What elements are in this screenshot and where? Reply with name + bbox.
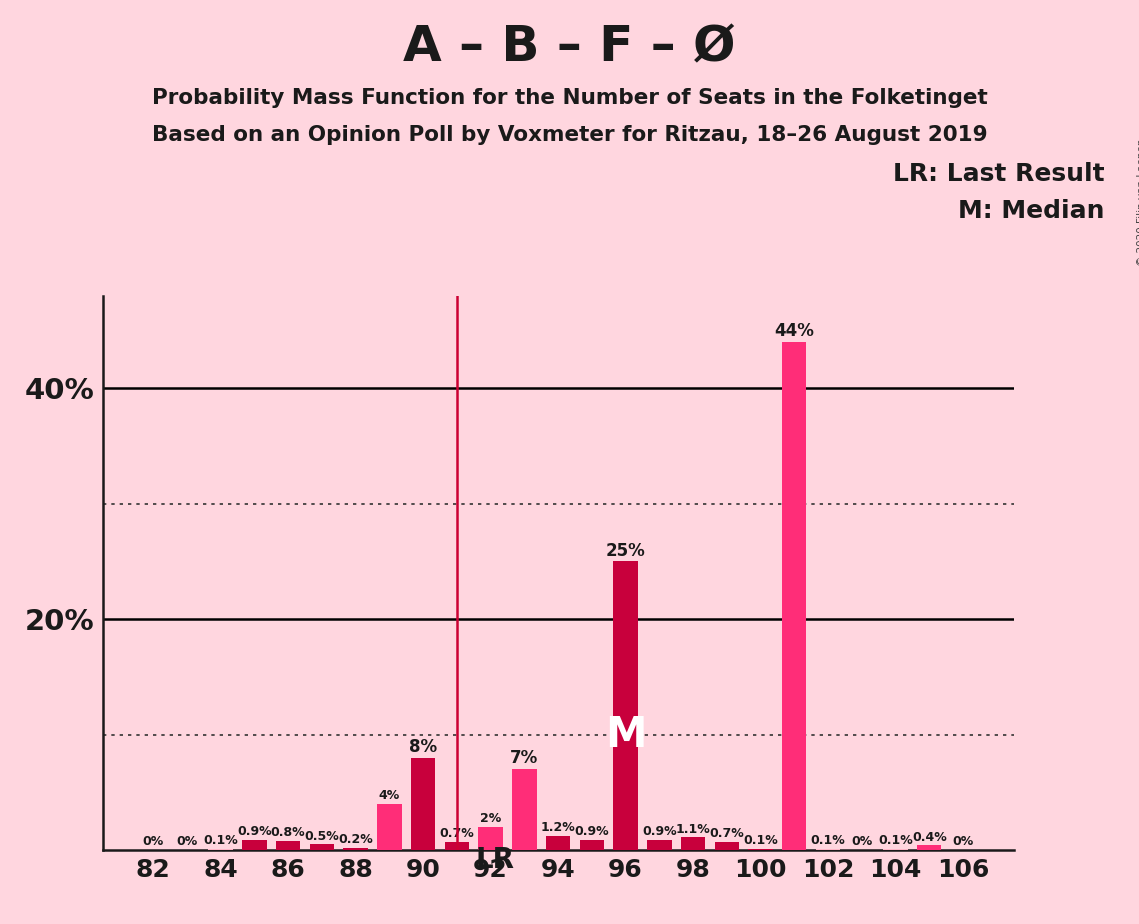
Bar <box>444 842 469 850</box>
Text: 4%: 4% <box>379 789 400 802</box>
Text: 0.2%: 0.2% <box>338 833 372 846</box>
Bar <box>276 841 301 850</box>
Bar <box>478 827 502 850</box>
Text: 0%: 0% <box>851 835 872 848</box>
Text: 0.1%: 0.1% <box>203 834 238 847</box>
Text: Based on an Opinion Poll by Voxmeter for Ritzau, 18–26 August 2019: Based on an Opinion Poll by Voxmeter for… <box>151 125 988 145</box>
Bar <box>546 836 571 850</box>
Text: LR: Last Result: LR: Last Result <box>893 162 1105 186</box>
Text: 0.4%: 0.4% <box>912 831 947 844</box>
Bar <box>917 845 942 850</box>
Bar <box>614 561 638 850</box>
Text: 0.8%: 0.8% <box>271 826 305 839</box>
Bar <box>884 849 908 850</box>
Text: 0.9%: 0.9% <box>574 825 609 838</box>
Bar <box>816 849 841 850</box>
Text: M: M <box>605 713 646 756</box>
Text: A – B – F – Ø: A – B – F – Ø <box>403 23 736 71</box>
Text: 0.9%: 0.9% <box>237 825 272 838</box>
Text: 0.5%: 0.5% <box>304 830 339 843</box>
Text: M: Median: M: Median <box>958 199 1105 223</box>
Text: 1.1%: 1.1% <box>675 822 711 835</box>
Bar <box>411 758 435 850</box>
Text: 0.1%: 0.1% <box>878 834 913 847</box>
Text: 0.9%: 0.9% <box>642 825 677 838</box>
Bar <box>310 845 334 850</box>
Text: 0%: 0% <box>177 835 197 848</box>
Text: 44%: 44% <box>775 322 814 340</box>
Bar <box>513 769 536 850</box>
Text: 2%: 2% <box>480 812 501 825</box>
Bar <box>208 849 232 850</box>
Text: 0.1%: 0.1% <box>811 834 845 847</box>
Text: 0.1%: 0.1% <box>744 834 778 847</box>
Bar <box>681 837 705 850</box>
Text: 7%: 7% <box>510 749 539 768</box>
Text: 25%: 25% <box>606 541 646 560</box>
Bar <box>377 804 402 850</box>
Text: 0.7%: 0.7% <box>440 827 474 840</box>
Text: Probability Mass Function for the Number of Seats in the Folketinget: Probability Mass Function for the Number… <box>151 88 988 108</box>
Bar <box>748 849 772 850</box>
Text: 0%: 0% <box>952 835 974 848</box>
Text: 0.7%: 0.7% <box>710 827 744 840</box>
Text: LR: LR <box>475 846 515 874</box>
Bar <box>243 840 267 850</box>
Text: 8%: 8% <box>409 738 437 756</box>
Text: 0%: 0% <box>142 835 164 848</box>
Bar <box>344 848 368 850</box>
Text: © 2020 Filip van Laenen: © 2020 Filip van Laenen <box>1137 139 1139 266</box>
Text: 1.2%: 1.2% <box>541 821 575 834</box>
Bar <box>647 840 672 850</box>
Bar <box>714 842 739 850</box>
Bar <box>782 342 806 850</box>
Bar <box>580 840 604 850</box>
